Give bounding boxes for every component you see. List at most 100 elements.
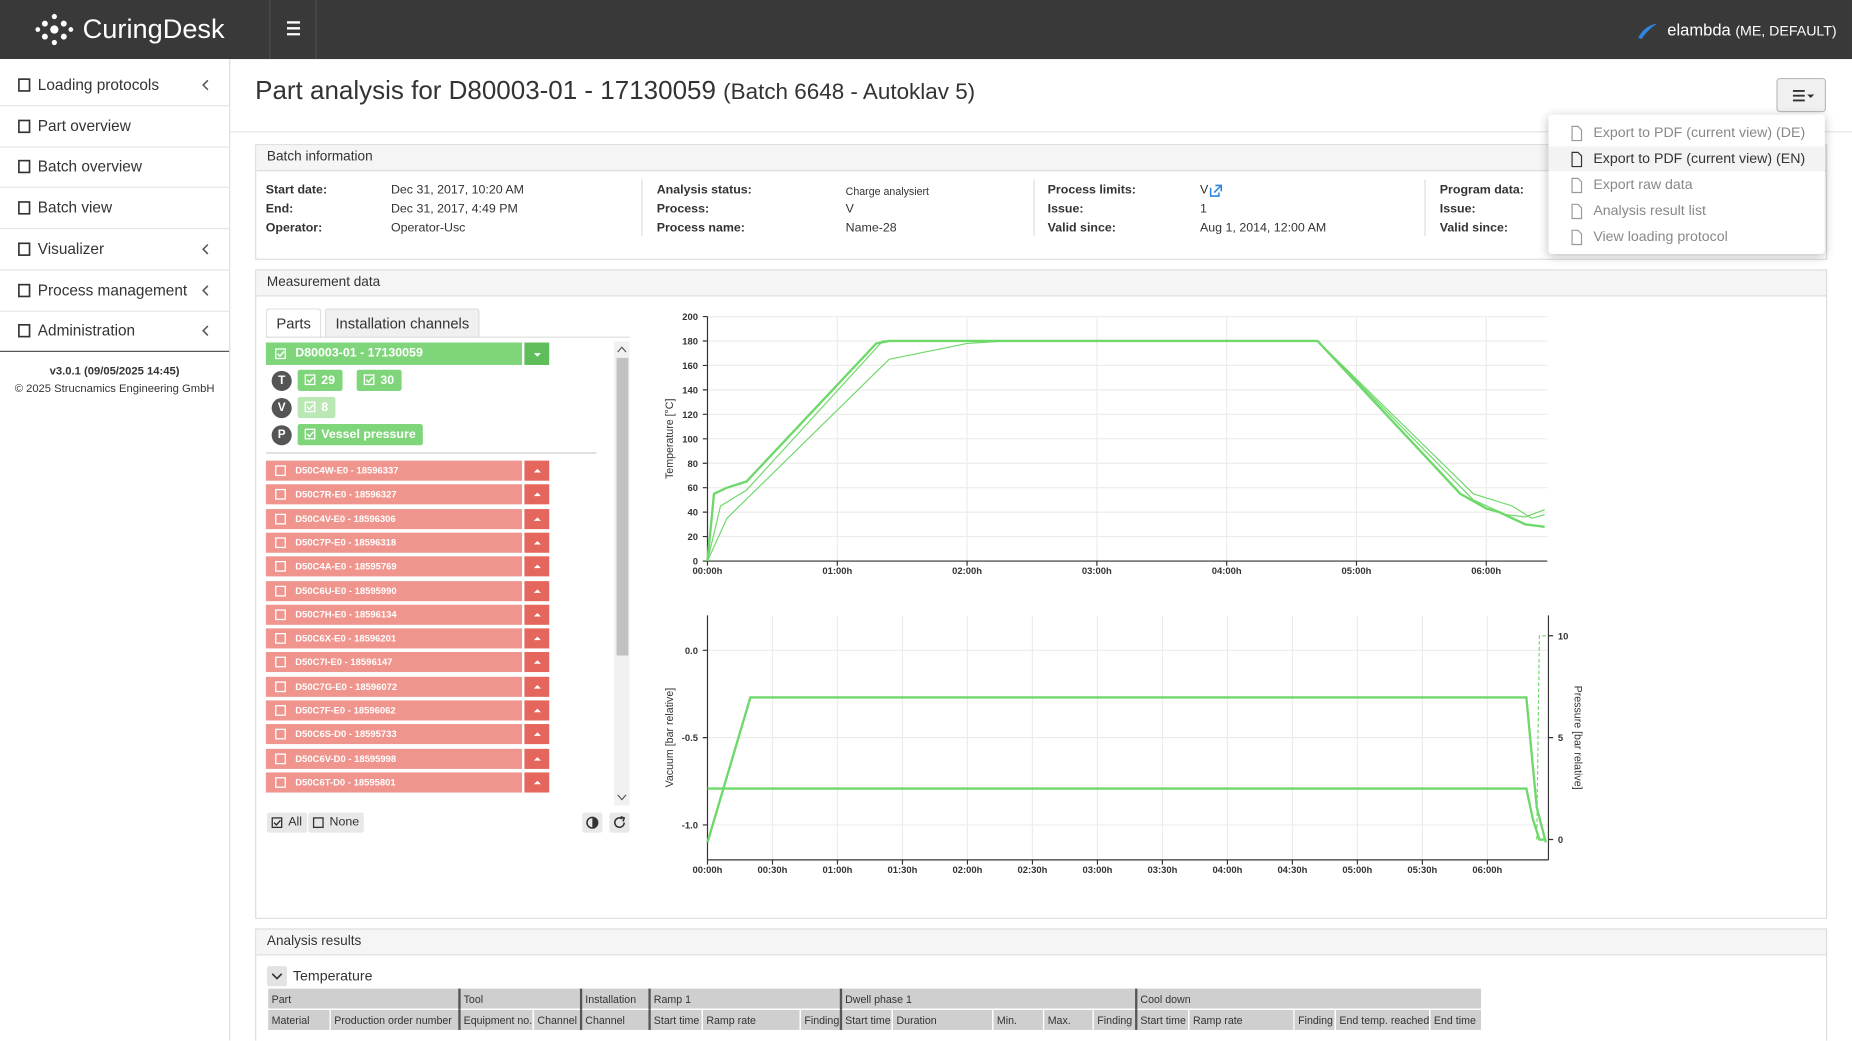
field-value: V (1200, 183, 1208, 197)
nav-item[interactable]: Batch overview (0, 147, 229, 188)
field-value: Dec 31, 2017, 10:20 AM (391, 183, 524, 197)
part-toggle[interactable] (524, 724, 549, 744)
icon (17, 118, 34, 135)
part-toggle[interactable] (524, 557, 549, 577)
tab[interactable]: Parts (266, 308, 322, 338)
part-row[interactable]: D50C7P-E0 - 18596318 (266, 533, 549, 553)
data-line (707, 789, 1545, 840)
icon (273, 727, 290, 744)
data-line (707, 341, 1544, 561)
icon (273, 463, 290, 480)
part-toggle[interactable] (524, 343, 549, 365)
contrast-button[interactable] (582, 813, 602, 833)
part-row[interactable]: D50C4A-E0 - 18595769 (266, 557, 549, 577)
channel-chip[interactable]: Vessel pressure (298, 424, 423, 445)
tab[interactable]: Installation channels (325, 308, 480, 338)
part-row[interactable]: D50C6X-E0 - 18596201 (266, 628, 549, 648)
part-toggle[interactable] (524, 509, 549, 529)
results-table: PartToolInstallationRamp 1Dwell phase 1C… (267, 989, 1481, 1030)
header-row: MaterialProduction order numberEquipment… (268, 1009, 1481, 1030)
chevron (203, 326, 208, 335)
part-row[interactable]: D50C6S-D0 - 18595733 (266, 724, 549, 744)
field-value: Aug 1, 2014, 12:00 AM (1200, 221, 1326, 235)
part-toggle[interactable] (524, 748, 549, 768)
actions-button[interactable] (1776, 78, 1826, 112)
part-toggle[interactable] (524, 461, 549, 481)
part-row[interactable]: D50C6V-D0 - 18595998 (266, 748, 549, 768)
part-toggle[interactable] (524, 700, 549, 720)
y-tick-label: 160 (682, 361, 698, 372)
icon (198, 77, 215, 94)
part-row[interactable]: D50C7G-E0 - 18596072 (266, 676, 549, 696)
selected-part[interactable]: D80003-01 - 17130059 (266, 343, 549, 365)
caret (534, 661, 541, 665)
chevron (203, 244, 208, 253)
part-toggle[interactable] (524, 604, 549, 624)
part-toggle[interactable] (524, 628, 549, 648)
nav-label: Batch overview (38, 158, 142, 176)
channel-chip[interactable]: 30 (357, 370, 402, 391)
y-tick-label: 180 (682, 337, 698, 348)
part-toggle[interactable] (524, 772, 549, 792)
icon (17, 323, 34, 340)
menu-toggle[interactable] (269, 0, 316, 59)
icon (529, 775, 546, 792)
column-divider (1424, 180, 1425, 237)
column-header: Finding (1294, 1009, 1335, 1030)
nav-item[interactable]: Process management (0, 270, 229, 311)
column-header: Max. (1044, 1009, 1094, 1030)
checkbox (276, 514, 285, 523)
nav-item[interactable]: Part overview (0, 106, 229, 147)
y2-tick-label: 0 (1558, 835, 1563, 846)
menu-item[interactable]: Export to PDF (current view) (DE) (1548, 120, 1824, 145)
channel-chip[interactable]: 8 (298, 397, 336, 418)
caret (534, 637, 541, 641)
part-row[interactable]: D50C4V-E0 - 18596306 (266, 509, 549, 529)
nav-item[interactable]: Loading protocols (0, 65, 229, 106)
part-toggle[interactable] (524, 533, 549, 553)
part-row[interactable]: D50C6T-D0 - 18595801 (266, 772, 549, 792)
y-axis-label: Temperature [°C] (664, 399, 676, 479)
field-value: Name-28 (846, 221, 897, 235)
checkbox (276, 562, 285, 571)
nav-label: Batch view (38, 199, 112, 217)
part-row[interactable]: D50C7H-E0 - 18596134 (266, 604, 549, 624)
refresh-icon (609, 813, 629, 833)
nav-item[interactable]: Batch view (0, 188, 229, 229)
checkbox (364, 375, 373, 384)
user-menu[interactable]: elambda (ME, DEFAULT) (1667, 20, 1836, 39)
nav-label: Loading protocols (38, 76, 159, 94)
part-row[interactable]: D50C7R-E0 - 18596327 (266, 485, 549, 505)
collapse-button[interactable] (267, 966, 287, 986)
x-tick-label: 01:30h (888, 865, 918, 876)
nav-item[interactable]: Visualizer (0, 229, 229, 270)
part-row[interactable]: D50C4W-E0 - 18596337 (266, 461, 549, 481)
list-button[interactable]: None (308, 813, 364, 833)
menu-item[interactable]: Export raw data (1548, 172, 1824, 197)
list-button[interactable]: All (267, 813, 307, 833)
check (307, 405, 313, 410)
part-row[interactable]: D50C6U-E0 - 18595990 (266, 581, 549, 601)
y-axis-label: Vacuum [bar relative] (664, 688, 676, 788)
part-label: D50C6U-E0 - 18595990 (295, 581, 396, 601)
nav-item[interactable]: Administration (0, 311, 229, 352)
caret (534, 517, 541, 521)
part-label: D50C7H-E0 - 18596134 (295, 604, 396, 624)
part-toggle[interactable] (524, 652, 549, 672)
menu-item[interactable]: View loading protocol (1548, 224, 1824, 249)
brand[interactable]: CuringDesk (83, 13, 225, 45)
menu-item[interactable]: Export to PDF (current view) (EN) (1548, 146, 1824, 171)
part-toggle[interactable] (524, 676, 549, 696)
channel-chip[interactable]: 29 (298, 370, 343, 391)
checkbox (305, 429, 314, 438)
part-toggle[interactable] (524, 485, 549, 505)
part-row[interactable]: D50C7I-E0 - 18596147 (266, 652, 549, 672)
part-toggle[interactable] (524, 581, 549, 601)
column-header: Ramp rate (702, 1009, 800, 1030)
part-row[interactable]: D50C7F-E0 - 18596062 (266, 700, 549, 720)
part-label: D80003-01 - 17130059 (295, 343, 423, 365)
refresh-button[interactable] (609, 813, 629, 833)
sidebar-separator (0, 351, 229, 352)
x-tick-label: 04:00h (1212, 566, 1242, 577)
menu-item[interactable]: Analysis result list (1548, 198, 1824, 223)
